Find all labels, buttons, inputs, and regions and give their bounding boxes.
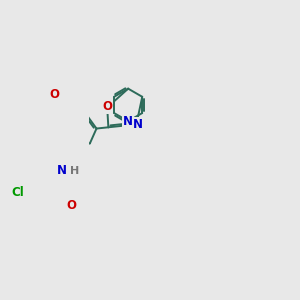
Text: N: N: [123, 115, 133, 128]
Text: O: O: [49, 88, 59, 101]
Text: O: O: [102, 100, 112, 113]
Text: N: N: [133, 118, 142, 131]
Text: Cl: Cl: [11, 186, 24, 199]
Text: H: H: [70, 166, 80, 176]
Text: N: N: [57, 164, 67, 177]
Text: O: O: [66, 199, 76, 212]
